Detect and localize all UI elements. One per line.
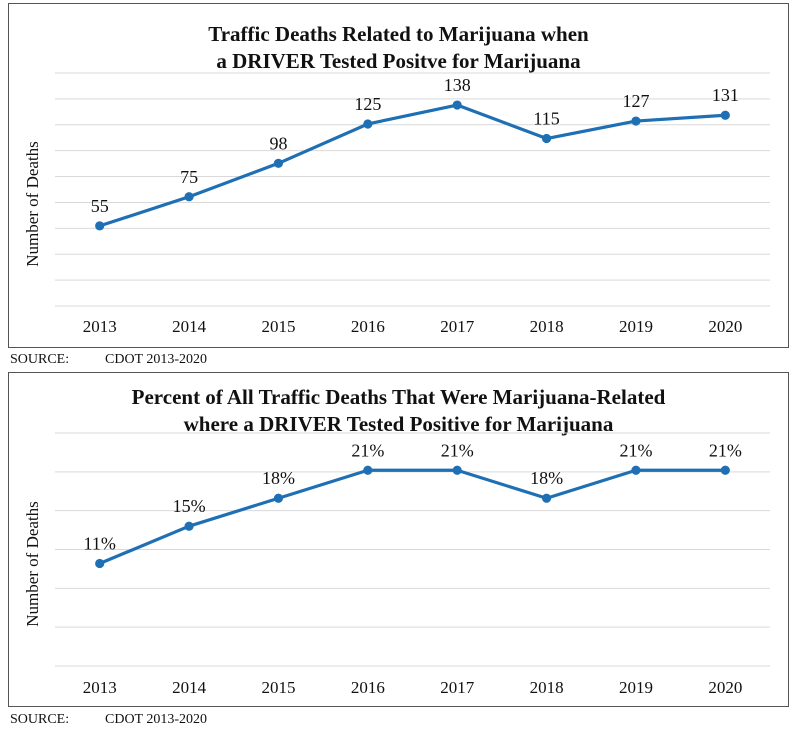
data-point xyxy=(452,465,462,475)
data-label: 55 xyxy=(91,196,109,216)
x-tick-label: 2013 xyxy=(83,678,117,697)
data-label: 11% xyxy=(84,533,116,553)
data-label: 98 xyxy=(269,133,287,153)
data-point xyxy=(452,100,462,110)
chart-title-line-1: Percent of All Traffic Deaths That Were … xyxy=(131,385,666,409)
data-label: 115 xyxy=(533,109,559,129)
data-point xyxy=(184,192,194,202)
source-note: SOURCE: CDOT 2013-2020 xyxy=(10,352,207,368)
chart-title-line-2: where a DRIVER Tested Positive for Marij… xyxy=(183,412,614,436)
data-point xyxy=(363,465,373,475)
data-label: 15% xyxy=(173,496,206,516)
x-tick-label: 2020 xyxy=(708,678,742,697)
x-tick-label: 2015 xyxy=(261,317,295,336)
data-point xyxy=(720,110,730,120)
data-label: 21% xyxy=(619,440,652,460)
x-tick-label: 2014 xyxy=(172,317,207,336)
data-point xyxy=(720,465,730,475)
x-tick-label: 2019 xyxy=(619,317,653,336)
data-point xyxy=(95,558,105,569)
source-label: SOURCE: xyxy=(10,352,70,367)
chart-title: Percent of All Traffic Deaths That Were … xyxy=(9,384,788,438)
source-text: CDOT 2013-2020 xyxy=(105,712,208,727)
source-text: CDOT 2013-2020 xyxy=(105,352,208,367)
source-label: SOURCE: xyxy=(10,712,70,727)
data-label: 75 xyxy=(180,167,198,187)
chart-panel-deaths: Traffic Deaths Related to Marijuana when… xyxy=(8,3,789,348)
x-tick-label: 2017 xyxy=(440,678,475,697)
x-tick-label: 2018 xyxy=(530,317,564,336)
x-tick-label: 2014 xyxy=(172,678,207,697)
x-tick-label: 2016 xyxy=(351,678,385,697)
x-tick-label: 2020 xyxy=(708,317,742,336)
data-label: 21% xyxy=(441,440,474,460)
series-line xyxy=(98,103,727,228)
chart-title-line-2: a DRIVER Tested Positve for Marijuana xyxy=(216,49,581,73)
x-tick-label: 2015 xyxy=(261,678,295,697)
data-label: 21% xyxy=(709,440,742,460)
data-point xyxy=(363,119,373,129)
data-label: 18% xyxy=(530,468,563,488)
data-label: 138 xyxy=(444,75,471,95)
chart-title: Traffic Deaths Related to Marijuana when… xyxy=(9,21,788,75)
chart-title-line-1: Traffic Deaths Related to Marijuana when xyxy=(208,22,589,46)
x-tick-label: 2013 xyxy=(83,317,117,336)
data-label: 125 xyxy=(354,94,381,114)
data-label: 131 xyxy=(712,85,739,105)
series-line xyxy=(98,468,727,566)
x-tick-label: 2016 xyxy=(351,317,385,336)
data-point xyxy=(184,521,194,531)
data-point xyxy=(541,133,552,144)
data-point xyxy=(631,465,641,475)
data-point xyxy=(541,493,552,503)
data-point xyxy=(631,116,641,126)
x-tick-label: 2018 xyxy=(530,678,564,697)
x-tick-label: 2019 xyxy=(619,678,653,697)
chart-panel-percent: Percent of All Traffic Deaths That Were … xyxy=(8,372,789,707)
data-label: 18% xyxy=(262,468,295,488)
data-label: 21% xyxy=(351,440,384,460)
source-note: SOURCE: CDOT 2013-2020 xyxy=(10,712,207,728)
x-tick-label: 2017 xyxy=(440,317,475,336)
data-label: 127 xyxy=(622,91,649,111)
data-point xyxy=(273,158,284,168)
data-point xyxy=(95,221,105,231)
data-point xyxy=(273,493,284,503)
